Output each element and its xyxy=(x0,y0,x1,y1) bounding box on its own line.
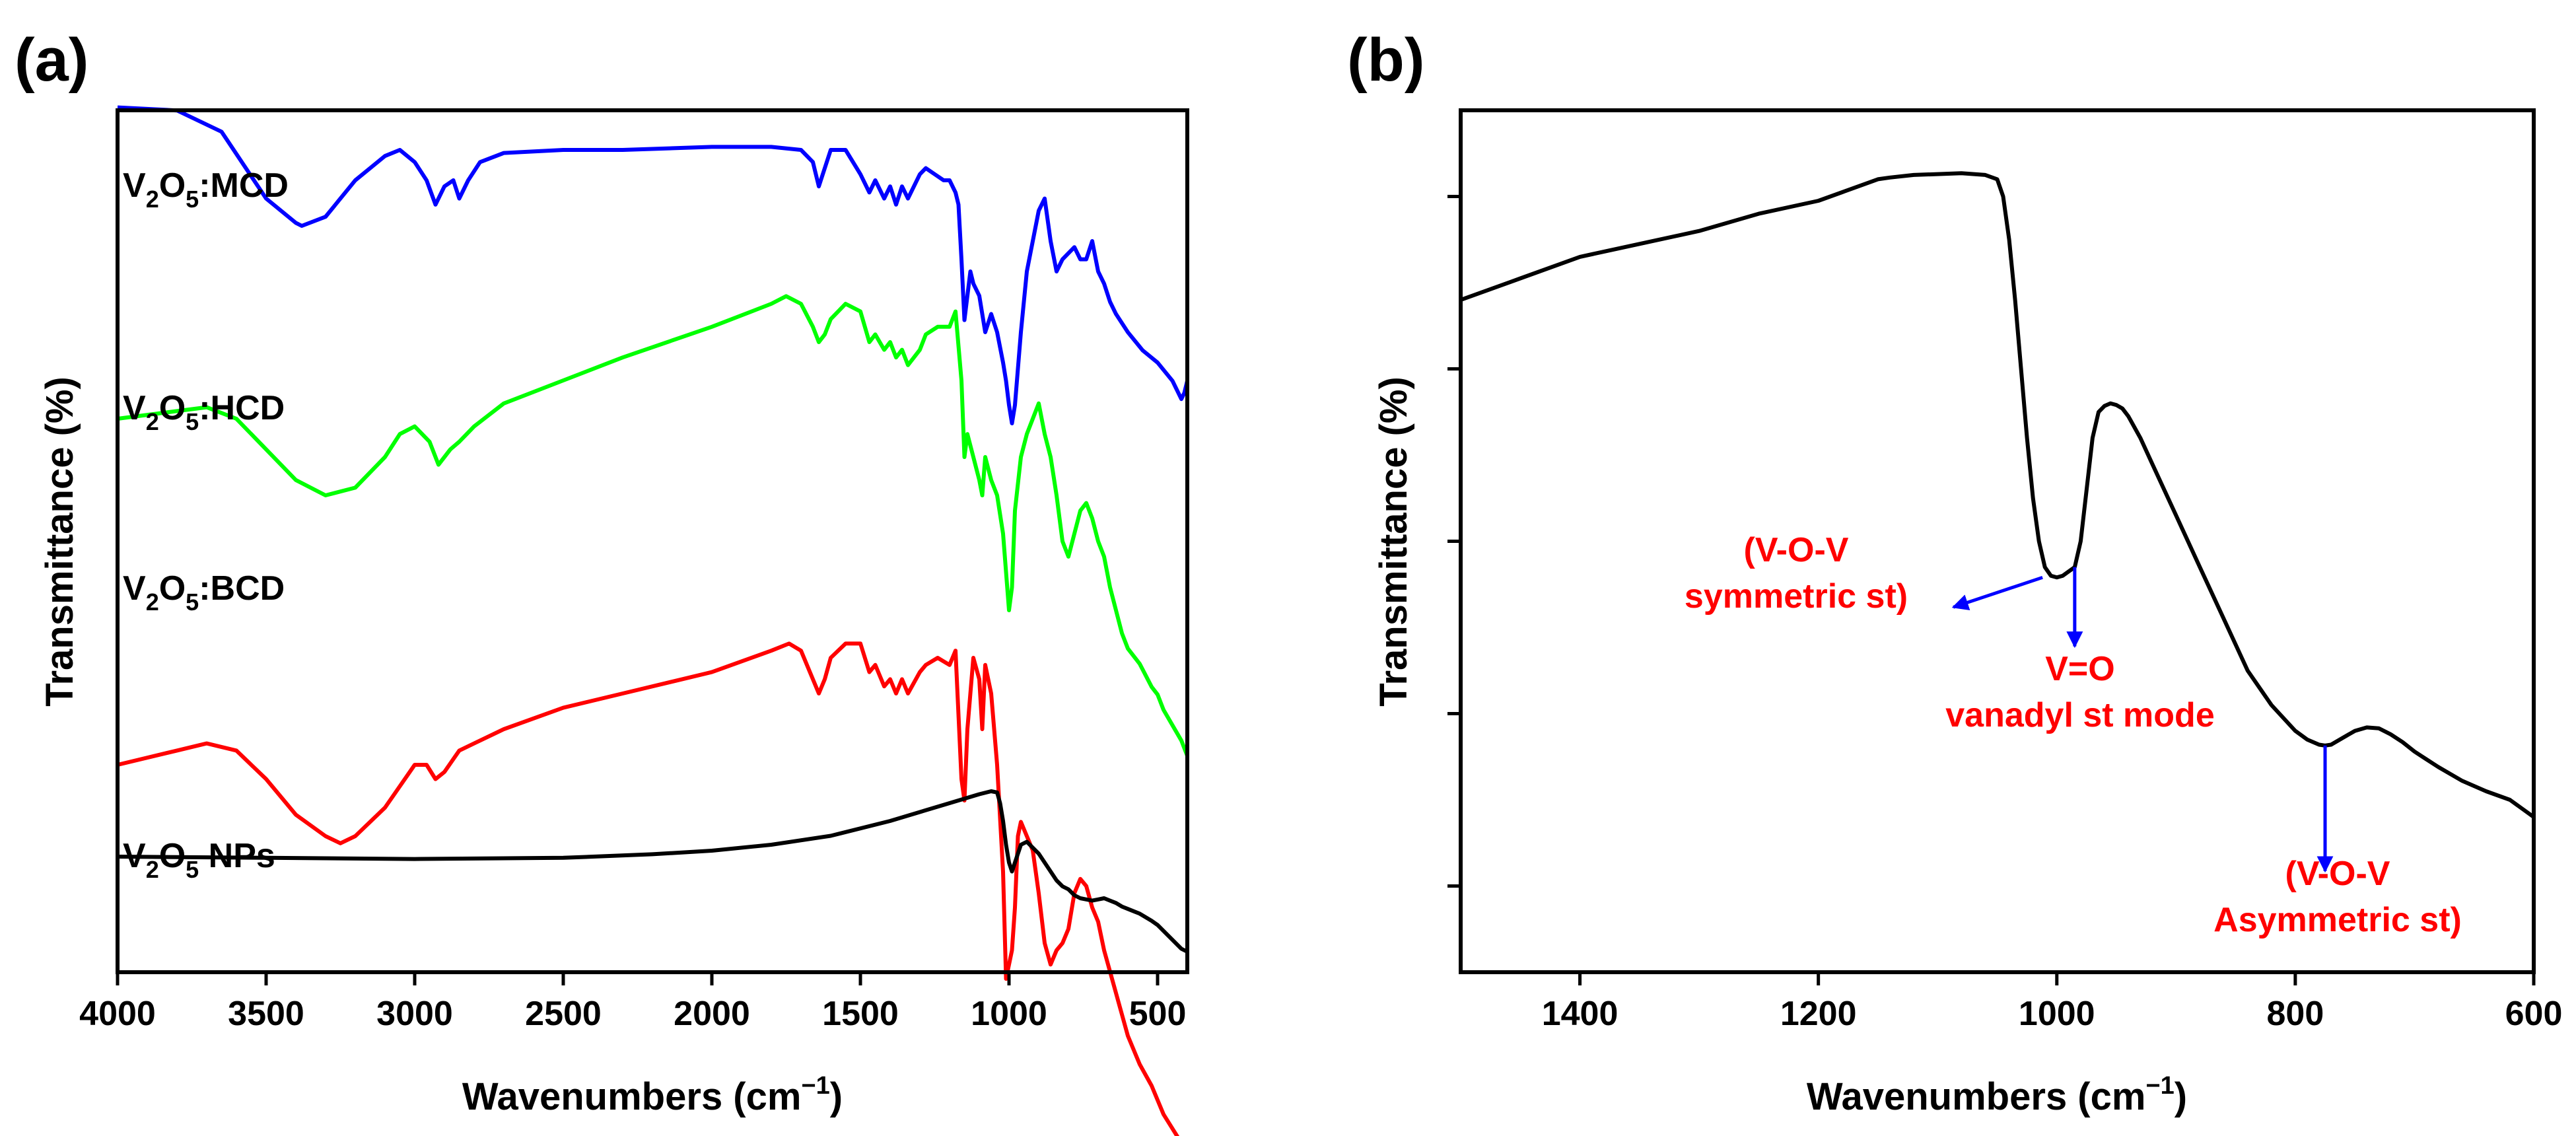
annotation-text: (V-O-V xyxy=(2285,855,2390,893)
panel-a-label: (a) xyxy=(15,26,88,94)
panel-b-xlabel: Wavenumbers (cm−1) xyxy=(1807,1072,2187,1118)
x-tick-label: 600 xyxy=(2505,995,2563,1033)
series-label-v2o5-bcd: V2O5:BCD xyxy=(123,569,285,616)
panel-a: (a) V2O5:MCD V2O5:HCD V2O5:BCD V2O5 NPs 400… xyxy=(15,26,1189,1136)
x-tick-label: 1400 xyxy=(1542,995,1619,1033)
panel-b-label: (b) xyxy=(1347,26,1424,94)
annotation-arrow xyxy=(1951,575,2043,611)
x-tick-label: 1000 xyxy=(2019,995,2095,1033)
x-tick-label: 1500 xyxy=(822,995,899,1033)
series-line-v2o5-mcd xyxy=(117,105,1189,425)
series-label-v2o5-nps: V2O5 NPs xyxy=(123,837,275,883)
series-label-v2o5-hcd: V2O5:HCD xyxy=(123,389,285,435)
panel-a-xlabel: Wavenumbers (cm−1) xyxy=(462,1072,843,1118)
annotation-text: (V-O-V xyxy=(1744,531,1849,569)
annotation-text: Asymmetric st) xyxy=(2213,901,2462,939)
x-tick-label: 1000 xyxy=(971,995,1047,1033)
panel-a-ylabel: Transmittance (%) xyxy=(38,376,81,707)
panel-b: (b) (V-O-V symmetric st) V=O vanadyl st mod… xyxy=(1347,26,2562,1118)
annotation-text: symmetric st) xyxy=(1685,577,1908,616)
series-label-v2o5-mcd: V2O5:MCD xyxy=(123,166,289,213)
series-line-v2o5-hcd xyxy=(117,294,1189,757)
panel-a-plot-frame xyxy=(116,108,1189,974)
x-tick-label: 800 xyxy=(2267,995,2324,1033)
panel-b-plot-frame xyxy=(1459,108,2536,974)
x-tick-label: 1200 xyxy=(1780,995,1857,1033)
x-tick-label: 3000 xyxy=(376,995,453,1033)
annotation-text: V=O xyxy=(2045,650,2115,688)
x-tick-label: 2500 xyxy=(525,995,602,1033)
x-tick-label: 500 xyxy=(1129,995,1187,1033)
panel-b-ylabel: Transmittance (%) xyxy=(1372,376,1415,707)
series-line-v2o5-bcd xyxy=(117,641,1180,1136)
x-tick-label: 2000 xyxy=(674,995,750,1033)
annotation-text: vanadyl st mode xyxy=(1945,696,2214,734)
x-tick-label: 4000 xyxy=(79,995,156,1033)
series-line-v2o5-nps xyxy=(117,789,1189,954)
series-line-v2o5 xyxy=(1459,171,2535,819)
x-tick-label: 3500 xyxy=(228,995,304,1033)
